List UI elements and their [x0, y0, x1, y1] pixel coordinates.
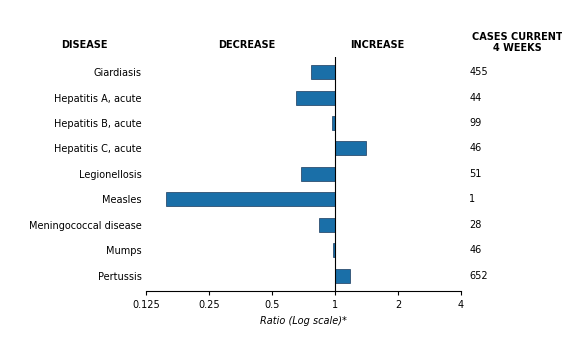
Text: INCREASE: INCREASE — [351, 40, 405, 50]
Bar — [333, 243, 335, 257]
Text: CASES CURRENT
4 WEEKS: CASES CURRENT 4 WEEKS — [472, 32, 562, 53]
Text: 44: 44 — [469, 93, 482, 103]
Bar — [335, 142, 365, 155]
Text: DECREASE: DECREASE — [219, 40, 276, 50]
Text: 99: 99 — [469, 118, 482, 128]
Bar — [332, 116, 335, 130]
Bar — [335, 269, 350, 283]
Bar — [166, 192, 335, 206]
Text: 455: 455 — [469, 67, 488, 77]
Text: 46: 46 — [469, 143, 482, 153]
Text: 1: 1 — [469, 195, 475, 204]
Text: 652: 652 — [469, 271, 488, 281]
Text: DISEASE: DISEASE — [61, 40, 107, 50]
Text: 51: 51 — [469, 169, 482, 179]
Text: 46: 46 — [469, 245, 482, 255]
Bar — [319, 218, 335, 232]
Bar — [296, 91, 335, 105]
Bar — [301, 167, 335, 181]
Bar — [311, 65, 335, 79]
X-axis label: Ratio (Log scale)*: Ratio (Log scale)* — [260, 316, 347, 326]
Text: 28: 28 — [469, 220, 482, 230]
